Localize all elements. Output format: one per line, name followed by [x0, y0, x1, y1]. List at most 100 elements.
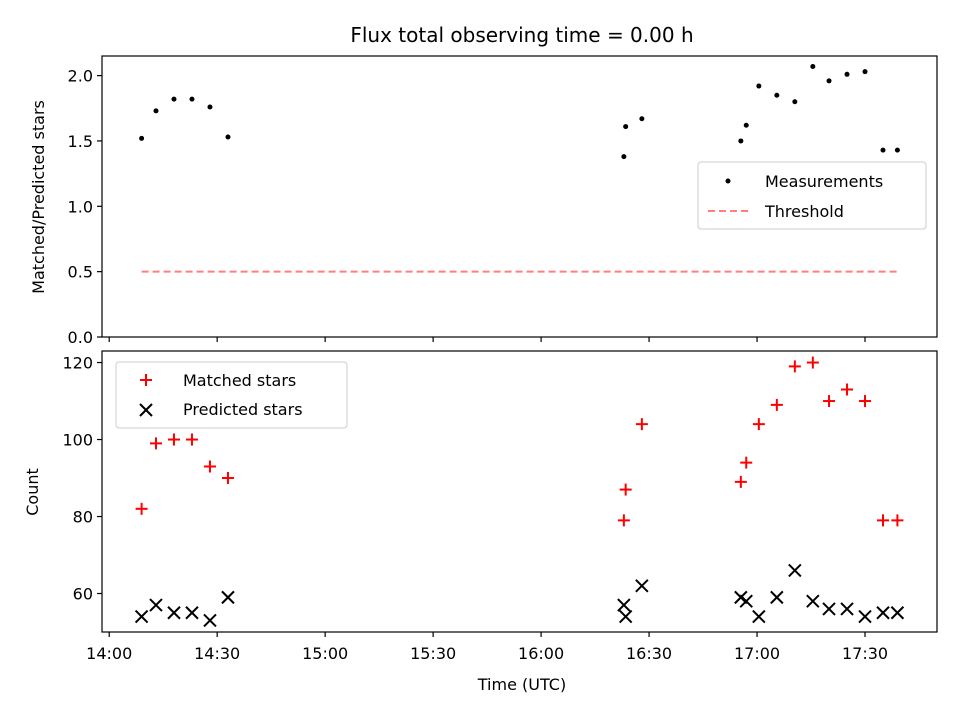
ratio-y-tick-label: 1.0 — [68, 197, 93, 216]
count-y-tick-label: 100 — [62, 431, 93, 450]
measurements-point — [139, 135, 145, 141]
measurements-point — [153, 108, 159, 114]
legend-matched-marker — [140, 374, 152, 386]
matched-stars-point — [734, 475, 747, 488]
matched-stars-point — [635, 418, 648, 431]
predicted-stars-point — [822, 602, 836, 616]
predicted-stars-point — [185, 606, 199, 620]
matched-stars-point — [770, 398, 783, 411]
count-x-tick-label: 16:00 — [518, 644, 564, 663]
ratio-y-tick-label: 2.0 — [68, 67, 93, 86]
matched-stars-point — [617, 514, 630, 527]
legend-threshold-label: Threshold — [764, 202, 844, 221]
count-x-tick-label: 15:30 — [410, 644, 456, 663]
matched-stars-point — [841, 383, 854, 396]
count-series-layer — [134, 356, 905, 628]
ratio-y-tick-label: 1.5 — [68, 132, 93, 151]
predicted-stars-point — [770, 590, 784, 605]
measurements-point — [207, 104, 213, 110]
measurements-point — [880, 147, 886, 153]
count-x-tick-label: 16:30 — [626, 644, 672, 663]
measurements-point — [225, 134, 231, 140]
measurements-point — [623, 124, 629, 130]
matched-stars-point — [859, 395, 872, 408]
measurements-point — [743, 122, 749, 128]
predicted-stars-point — [752, 609, 766, 624]
predicted-stars-point — [858, 609, 872, 624]
measurements-point — [621, 154, 627, 160]
predicted-stars-point — [788, 563, 802, 578]
predicted-stars-point — [221, 590, 235, 605]
count-panel-plot-area: 60 80 100 120 14:00 14:30 15:00 15:30 16:00 16:30… — [62, 350, 938, 663]
matched-stars-point — [203, 460, 216, 473]
measurements-point — [189, 96, 195, 102]
predicted-stars-point — [840, 602, 854, 616]
predicted-stars-point — [890, 606, 905, 620]
predicted-stars-point — [203, 613, 217, 628]
matched-stars-point — [221, 472, 234, 485]
measurements-point — [738, 138, 744, 144]
predicted-stars-point — [876, 606, 890, 620]
matched-stars-point — [788, 360, 801, 373]
matched-stars-point — [135, 502, 148, 515]
legend-matched-label: Matched stars — [183, 371, 296, 390]
matched-stars-point — [740, 456, 753, 469]
predicted-stars-point — [134, 609, 149, 624]
legend-measurements-label: Measurements — [765, 172, 883, 191]
count-x-tick-label: 17:00 — [734, 644, 780, 663]
ratio-axes-frame — [101, 55, 938, 338]
x-axis-label: Time (UTC) — [477, 675, 566, 694]
count-x-tick-label: 14:30 — [194, 644, 240, 663]
measurements-point — [862, 69, 868, 75]
count-x-tick-label: 17:30 — [842, 644, 888, 663]
count-panel: 60 80 100 120 14:00 14:30 15:00 15:30 16:00 16:30… — [23, 350, 938, 694]
count-y-tick-label: 80 — [73, 508, 93, 527]
measurements-point — [171, 96, 177, 102]
matched-stars-point — [619, 483, 632, 496]
predicted-stars-point — [167, 606, 181, 620]
matched-stars-point — [806, 356, 819, 369]
predicted-stars-point — [739, 594, 753, 608]
matched-stars-point — [752, 418, 765, 431]
count-y-axis-label: Count — [23, 468, 42, 516]
ratio-panel: 0.00.51.01.52.0 Matched/Predicted stars … — [29, 55, 938, 347]
predicted-stars-point — [806, 594, 820, 608]
predicted-stars-point — [618, 609, 633, 624]
count-axes-frame — [101, 350, 938, 633]
measurements-point — [756, 83, 762, 89]
chart-title: Flux total observing time = 0.00 h — [350, 23, 693, 47]
count-x-tick-label: 14:00 — [86, 644, 132, 663]
predicted-stars-point — [635, 579, 649, 593]
count-x-tick-label: 15:00 — [302, 644, 348, 663]
measurements-point — [844, 71, 850, 77]
measurements-point — [826, 78, 832, 84]
count-y-tick-label: 60 — [73, 585, 93, 604]
ratio-y-tick-label: 0.5 — [68, 263, 93, 282]
ratio-series-layer — [139, 63, 900, 273]
matched-stars-point — [185, 433, 198, 446]
ratio-y-axis-label: Matched/Predicted stars — [29, 100, 48, 294]
matched-stars-point — [891, 514, 904, 527]
count-y-tick-label: 120 — [62, 354, 93, 373]
measurements-point — [774, 92, 780, 98]
count-legend: Matched stars Predicted stars — [115, 361, 348, 429]
ratio-y-tick-label: 0.0 — [68, 328, 93, 347]
measurements-point — [894, 147, 900, 153]
matched-stars-point — [149, 437, 162, 450]
ratio-legend: Measurements Threshold — [697, 161, 927, 230]
matched-stars-point — [877, 514, 890, 527]
predicted-stars-point — [149, 598, 163, 612]
matched-stars-point — [167, 433, 180, 446]
ratio-legend-box — [697, 161, 927, 230]
count-legend-box — [115, 361, 348, 429]
matched-stars-point — [823, 395, 836, 408]
measurements-point — [810, 63, 816, 69]
legend-predicted-label: Predicted stars — [183, 400, 303, 419]
ratio-panel-plot-area: 0.0 0.5 1.0 1.5 2.0 — [68, 55, 938, 347]
measurements-point — [639, 116, 645, 122]
legend-measurements-marker — [725, 178, 731, 184]
legend-predicted-marker — [139, 403, 153, 417]
measurements-point — [792, 99, 798, 105]
